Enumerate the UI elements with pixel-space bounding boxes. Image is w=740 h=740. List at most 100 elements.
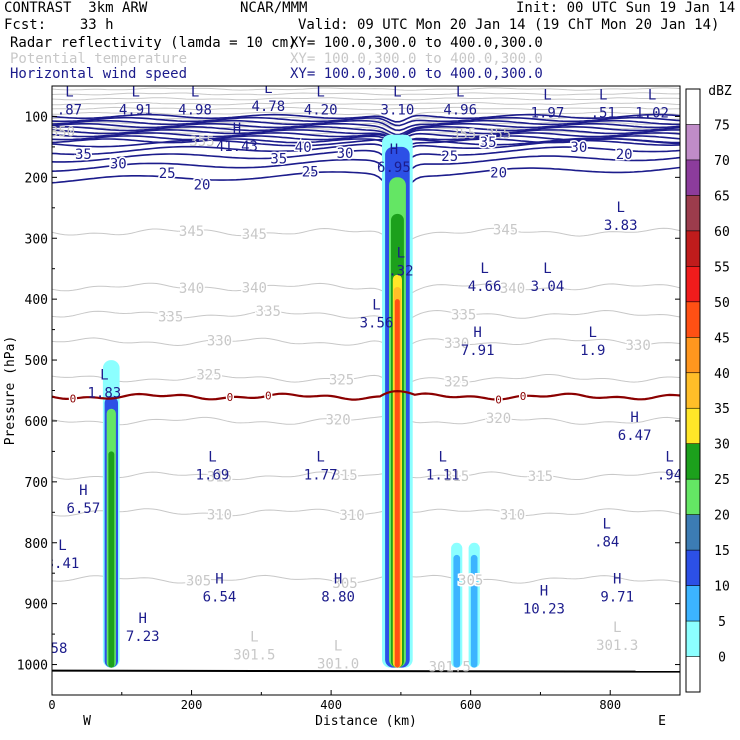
extremum-value: 301.3 (596, 638, 638, 654)
field-wind-xy: XY= 100.0,300.0 to 400.0,300.0 (290, 66, 543, 82)
freezing-level-label: 0 (265, 390, 272, 403)
extremum-value: 41.43 (216, 139, 258, 155)
freezing-level-label: 0 (70, 393, 77, 406)
x-tick-label: 600 (460, 698, 482, 712)
theta-line-315 (52, 471, 680, 481)
colorbar-box (686, 337, 700, 374)
colorbar-box (686, 159, 700, 196)
colorbar-box (686, 443, 700, 480)
model-title: CONTRAST 3km ARW (4, 0, 148, 16)
field-theta-xy: XY= 100.0,300.0 to 400.0,300.0 (290, 51, 543, 67)
colorbar-label: 65 (714, 189, 730, 204)
extremum-marker-L: L (58, 538, 66, 554)
y-tick-label: 100 (25, 110, 48, 125)
theta-line-340 (52, 282, 680, 300)
colorbar-box (686, 195, 700, 232)
y-tick-label: 300 (25, 232, 48, 247)
extremum-value: 3.83 (604, 218, 638, 234)
extremum-marker-L: L (665, 450, 673, 466)
reflectivity-cell-2-10dbz (453, 554, 461, 668)
extremum-value: 9.71 (600, 589, 634, 605)
extremum-value: 3.10 (381, 102, 415, 118)
extremum-value: 6.57 (67, 501, 101, 517)
theta-label-345: 345 (493, 222, 518, 238)
extremum-marker-L: L (316, 84, 324, 100)
wind-label-20: 20 (490, 165, 507, 181)
y-tick-label: 1000 (17, 659, 48, 674)
wind-line-25 (52, 155, 680, 181)
y-tick-label: 500 (25, 354, 48, 369)
extremum-marker-L: L (456, 84, 464, 100)
wind-line-upper (52, 116, 680, 127)
extremum-value: .87 (57, 102, 82, 118)
theta-label-upper: 355 (486, 127, 511, 143)
reflectivity-cells (102, 134, 480, 668)
theta-label-upper: 355 (189, 134, 214, 150)
colorbar-label: 55 (714, 260, 730, 275)
x-tick-label: 800 (599, 698, 621, 712)
theta-label-335: 335 (158, 309, 183, 325)
theta-label-325: 325 (444, 375, 469, 391)
wind-line-40 (52, 137, 680, 148)
extremum-marker-L: L (648, 87, 656, 103)
extremum-marker-L: L (132, 84, 140, 100)
extremum-marker-H: H (215, 571, 223, 587)
extremum-value: .94 (657, 468, 682, 484)
theta-line-upper (52, 111, 680, 123)
extremum-marker-L: L (191, 84, 199, 100)
theta-line-325 (52, 374, 680, 387)
freezing-level-line (52, 389, 680, 401)
colorbar-label: 45 (714, 331, 730, 346)
extremum-value: 1.9 (580, 343, 605, 359)
x-tick-label: 400 (320, 698, 342, 712)
extremum-value: 4.98 (178, 102, 212, 118)
wind-line-upper (52, 123, 680, 136)
extremum-marker-H: H (233, 121, 241, 137)
freezing-level-label: 0 (495, 394, 502, 407)
extremum-marker-L: L (439, 450, 447, 466)
theta-label-335: 335 (451, 307, 476, 323)
theta-line-upper (52, 101, 680, 106)
colorbar-box (686, 89, 700, 125)
colorbar-box (686, 372, 700, 409)
extremum-value: 1.69 (196, 468, 230, 484)
colorbar-box (686, 479, 700, 515)
x-axis-label: Distance (km) (315, 714, 417, 729)
theta-label-305: 305 (186, 574, 211, 590)
extremum-marker-H: H (630, 410, 638, 426)
extremum-value: 7.23 (126, 629, 160, 645)
theta-label-upper: 355 (451, 127, 476, 143)
extremum-value: 1.77 (304, 468, 338, 484)
theta-label-335: 335 (256, 304, 281, 320)
contour-labels: 345 345 345 340 340 340 335 335 335 330 330 330 325 3… (52, 125, 652, 594)
colorbar-box (686, 301, 700, 338)
y-tick-label: 400 (25, 293, 48, 308)
wind-line-35 (52, 139, 680, 156)
extremum-value: 3.41 (46, 556, 80, 572)
wind-line-upper (52, 126, 680, 138)
theta-line-upper (52, 106, 680, 111)
colorbar-label: 70 (714, 154, 730, 169)
x-tick-label: 0 (48, 698, 55, 712)
freezing-level-label: 0 (520, 390, 527, 403)
extremum-marker-L: L (589, 325, 597, 341)
valid-time: Valid: 09 UTC Mon 20 Jan 14 (19 ChT Mon … (298, 17, 720, 33)
extremum-marker-L: L (613, 620, 621, 636)
wind-label-30: 30 (570, 140, 587, 156)
extremum-marker-H: H (473, 325, 481, 341)
extremum-marker-L: L (397, 246, 405, 262)
y-tick-label: 700 (25, 476, 48, 491)
extremum-value: 4.96 (443, 102, 477, 118)
colorbar-box (686, 408, 700, 444)
extremum-marker-L: L (603, 517, 611, 533)
theta-line-upper (52, 97, 680, 101)
extremum-value: 4.78 (251, 99, 285, 115)
theta-label-340: 340 (242, 281, 267, 297)
reflectivity-cell-3-10dbz (470, 554, 478, 668)
extremum-value: 4.91 (119, 102, 153, 118)
reflectivity-cell-0-30dbz (108, 451, 115, 668)
extremum-marker-L: L (316, 450, 324, 466)
colorbar-label: 20 (714, 509, 730, 524)
theta-label-310: 310 (500, 507, 525, 523)
